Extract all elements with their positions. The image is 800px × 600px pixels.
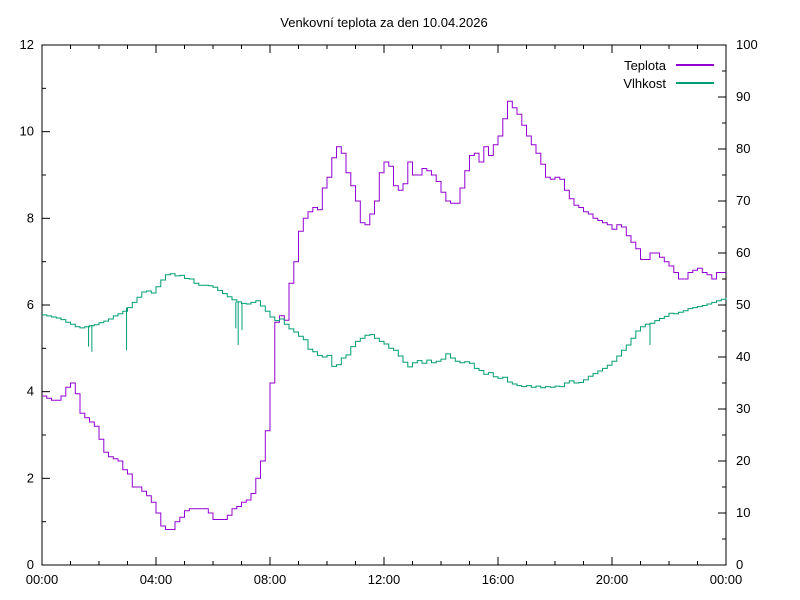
y-left-tick-label: 10 bbox=[20, 124, 34, 139]
y-left-tick-label: 0 bbox=[27, 557, 34, 572]
legend-label-vlhkost: Vlhkost bbox=[623, 75, 666, 91]
y-left-tick-label: 6 bbox=[27, 297, 34, 312]
y-left-tick-label: 12 bbox=[20, 37, 34, 52]
series-teplota-line bbox=[42, 100, 726, 530]
legend-item-teplota: Teplota bbox=[623, 57, 714, 73]
series-vlhkost-line bbox=[42, 273, 727, 389]
y-right-tick-label: 0 bbox=[736, 557, 743, 572]
x-tick-label: 16:00 bbox=[482, 572, 515, 587]
legend-item-vlhkost: Vlhkost bbox=[623, 75, 714, 91]
x-tick-label: 08:00 bbox=[254, 572, 287, 587]
legend-label-teplota: Teplota bbox=[624, 57, 666, 73]
legend: Teplota Vlhkost bbox=[623, 57, 714, 91]
y-left-tick-label: 4 bbox=[27, 384, 34, 399]
x-tick-label: 00:00 bbox=[710, 572, 743, 587]
y-right-tick-label: 60 bbox=[736, 245, 750, 260]
y-right-tick-label: 50 bbox=[736, 297, 750, 312]
x-tick-label: 04:00 bbox=[140, 572, 173, 587]
y-left-tick-label: 8 bbox=[27, 210, 34, 225]
x-tick-label: 00:00 bbox=[26, 572, 59, 587]
y-right-tick-label: 30 bbox=[736, 401, 750, 416]
y-right-tick-label: 100 bbox=[736, 37, 758, 52]
x-tick-label: 12:00 bbox=[368, 572, 401, 587]
legend-line-teplota-swatch bbox=[676, 64, 714, 66]
y-right-tick-label: 70 bbox=[736, 193, 750, 208]
y-left-tick-label: 2 bbox=[27, 470, 34, 485]
y-right-tick-label: 20 bbox=[736, 453, 750, 468]
chart-title: Venkovní teplota za den 10.04.2026 bbox=[280, 15, 488, 30]
x-tick-label: 20:00 bbox=[596, 572, 629, 587]
y-right-tick-label: 40 bbox=[736, 349, 750, 364]
plot-frame bbox=[41, 44, 727, 566]
y-right-tick-label: 90 bbox=[736, 89, 750, 104]
legend-line-vlhkost-swatch bbox=[676, 82, 714, 84]
y-right-tick-label: 80 bbox=[736, 141, 750, 156]
y-right-tick-label: 10 bbox=[736, 505, 750, 520]
